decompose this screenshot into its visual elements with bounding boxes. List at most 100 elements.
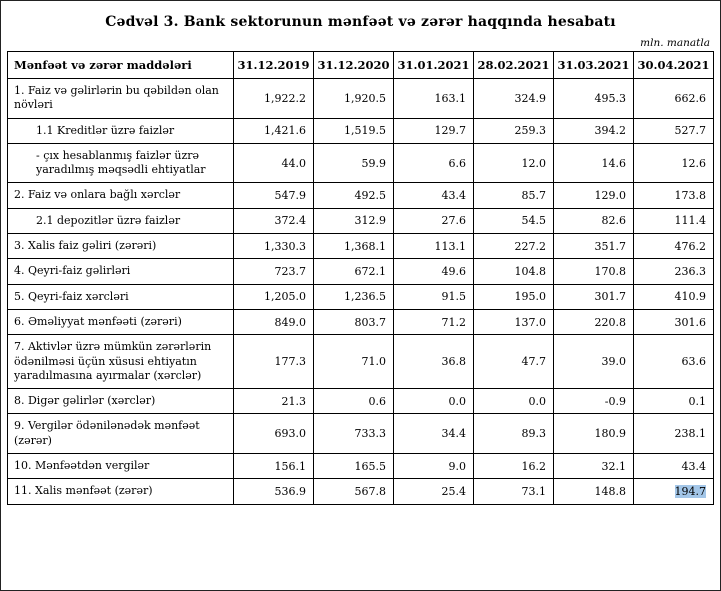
value-cell: 194.7 <box>633 478 714 505</box>
row-label: 3. Xalis faiz gəliri (zərəri) <box>7 233 234 260</box>
value-cell: 44.0 <box>233 142 314 184</box>
value-cell: -0.9 <box>553 388 634 415</box>
row-label: 11. Xalis mənfəət (zərər) <box>7 478 234 505</box>
value-cell: 32.1 <box>553 453 634 480</box>
value-cell: 156.1 <box>233 453 314 480</box>
table-row: 6. Əməliyyat mənfəəti (zərəri) 849.0 803.7… <box>7 308 714 336</box>
table-row: 1.1 Kreditlər üzrə faizlər 1,421.6 1,519.5… <box>7 117 714 144</box>
value-cell: 259.3 <box>473 117 554 144</box>
value-cell: 89.3 <box>473 413 554 455</box>
table-row: 1. Faiz və gəlirlərin bu qəbildən olan n… <box>7 78 714 119</box>
value-cell: 47.7 <box>473 334 554 390</box>
value-cell: 6.6 <box>393 142 474 184</box>
value-cell: 113.1 <box>393 233 474 260</box>
value-cell: 12.6 <box>633 142 714 184</box>
value-cell: 25.4 <box>393 478 474 505</box>
value-cell: 301.6 <box>633 308 714 336</box>
table-row: 8. Digər gəlirlər (xərclər) 21.3 0.6 0.0 0.0… <box>7 388 714 415</box>
value-cell: 394.2 <box>553 117 634 144</box>
value-cell: 803.7 <box>313 308 394 336</box>
value-cell: 54.5 <box>473 207 554 235</box>
row-label: 1.1 Kreditlər üzrə faizlər <box>7 117 234 144</box>
value-cell: 71.0 <box>313 334 394 390</box>
value-cell: 220.8 <box>553 308 634 336</box>
table-row: 3. Xalis faiz gəliri (zərəri) 1,330.3 1,36… <box>7 233 714 260</box>
unit-note: mln. manatla <box>640 37 710 49</box>
highlighted-value: 194.7 <box>674 484 706 498</box>
column-header-date: 31.12.2019 <box>233 51 314 79</box>
table-row: - çıx hesablanmış faizlər üzrə yaradılmı… <box>7 142 714 184</box>
value-cell: 527.7 <box>633 117 714 144</box>
value-cell: 236.3 <box>633 258 714 285</box>
value-cell: 410.9 <box>633 283 714 310</box>
row-label: 8. Digər gəlirlər (xərclər) <box>7 388 234 415</box>
value-cell: 693.0 <box>233 413 314 455</box>
value-cell: 104.8 <box>473 258 554 285</box>
row-label: - çıx hesablanmış faizlər üzrə yaradılmı… <box>7 142 234 184</box>
value-cell: 0.0 <box>393 388 474 415</box>
row-label: 2.1 depozitlər üzrə faizlər <box>7 207 234 235</box>
table-row: 5. Qeyri-faiz xərcləri 1,205.0 1,236.5 91.5… <box>7 283 714 310</box>
table-row: 11. Xalis mənfəət (zərər) 536.9 567.8 25.4 7… <box>7 478 714 505</box>
value-cell: 312.9 <box>313 207 394 235</box>
row-label: 5. Qeyri-faiz xərcləri <box>7 283 234 310</box>
row-label: 1. Faiz və gəlirlərin bu qəbildən olan n… <box>7 78 234 119</box>
value-cell: 476.2 <box>633 233 714 260</box>
column-header-date: 31.01.2021 <box>393 51 474 79</box>
value-cell: 111.4 <box>633 207 714 235</box>
value-cell: 351.7 <box>553 233 634 260</box>
column-header-date: 31.12.2020 <box>313 51 394 79</box>
value-cell: 662.6 <box>633 78 714 119</box>
value-cell: 9.0 <box>393 453 474 480</box>
value-cell: 1,920.5 <box>313 78 394 119</box>
value-cell: 849.0 <box>233 308 314 336</box>
row-label: 4. Qeyri-faiz gəlirləri <box>7 258 234 285</box>
value-cell: 495.3 <box>553 78 634 119</box>
value-cell: 36.8 <box>393 334 474 390</box>
value-cell: 71.2 <box>393 308 474 336</box>
value-cell: 39.0 <box>553 334 634 390</box>
value-cell: 21.3 <box>233 388 314 415</box>
value-cell: 177.3 <box>233 334 314 390</box>
value-cell: 1,421.6 <box>233 117 314 144</box>
column-header-date: 30.04.2021 <box>633 51 714 79</box>
value-cell: 129.0 <box>553 182 634 209</box>
value-cell: 1,368.1 <box>313 233 394 260</box>
value-cell: 1,922.2 <box>233 78 314 119</box>
profit-loss-table: Mənfəət və zərər maddələri 31.12.2019 31.1… <box>7 51 714 505</box>
row-label: 7. Aktivlər üzrə mümkün zərərlərin ödəni… <box>7 334 234 390</box>
value-cell: 1,519.5 <box>313 117 394 144</box>
value-cell: 12.0 <box>473 142 554 184</box>
value-cell: 73.1 <box>473 478 554 505</box>
value-cell: 91.5 <box>393 283 474 310</box>
column-header-items: Mənfəət və zərər maddələri <box>7 51 234 79</box>
value-cell: 227.2 <box>473 233 554 260</box>
column-header-date: 31.03.2021 <box>553 51 634 79</box>
value-cell: 59.9 <box>313 142 394 184</box>
value-cell: 148.8 <box>553 478 634 505</box>
table-row: 9. Vergilər ödənilənədək mənfəət (zərər)… <box>7 413 714 455</box>
value-cell: 1,205.0 <box>233 283 314 310</box>
row-label: 2. Faiz və onlara bağlı xərclər <box>7 182 234 209</box>
value-cell: 567.8 <box>313 478 394 505</box>
value-cell: 492.5 <box>313 182 394 209</box>
value-cell: 0.1 <box>633 388 714 415</box>
value-cell: 324.9 <box>473 78 554 119</box>
value-cell: 163.1 <box>393 78 474 119</box>
row-label: 9. Vergilər ödənilənədək mənfəət (zərər) <box>7 413 234 455</box>
value-cell: 173.8 <box>633 182 714 209</box>
value-cell: 180.9 <box>553 413 634 455</box>
value-cell: 137.0 <box>473 308 554 336</box>
value-cell: 723.7 <box>233 258 314 285</box>
row-label: 10. Mənfəətdən vergilər <box>7 453 234 480</box>
value-cell: 49.6 <box>393 258 474 285</box>
value-cell: 0.0 <box>473 388 554 415</box>
table-row: 4. Qeyri-faiz gəlirləri 723.7 672.1 49.6 104… <box>7 258 714 285</box>
table-title: Cədvəl 3. Bank sektorunun mənfəət və zər… <box>105 14 616 30</box>
value-cell: 129.7 <box>393 117 474 144</box>
value-cell: 34.4 <box>393 413 474 455</box>
value-cell: 63.6 <box>633 334 714 390</box>
value-cell: 672.1 <box>313 258 394 285</box>
table-header-row: Mənfəət və zərər maddələri 31.12.2019 31.1… <box>7 51 714 79</box>
value-cell: 16.2 <box>473 453 554 480</box>
